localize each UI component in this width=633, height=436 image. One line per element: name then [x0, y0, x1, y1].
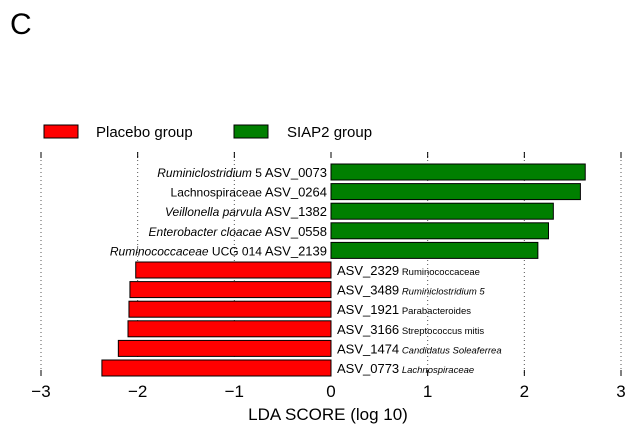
legend-label: Placebo group: [96, 124, 193, 141]
taxon-name: 5: [252, 166, 262, 180]
bar: [101, 359, 332, 377]
x-tick-label: 3: [616, 382, 625, 401]
bar-label: ASV_1921 Parabacteroides: [337, 302, 471, 317]
x-tick-label: −2: [128, 382, 147, 401]
bar-label: ASV_1474 Candidatus Soleaferrea: [337, 341, 502, 356]
asv-id: ASV_1474: [337, 341, 399, 356]
bar-label: ASV_2329 Ruminococcaceae: [337, 263, 480, 278]
asv-id: ASV_2329: [337, 263, 399, 278]
bar: [117, 339, 332, 357]
asv-id: ASV_0073: [262, 165, 327, 180]
bar-label: Ruminococcaceae UCG 014 ASV_2139: [110, 243, 327, 258]
bar-label: Ruminiclostridium 5 ASV_0073: [157, 165, 327, 180]
bar-label: Veillonella parvula ASV_1382: [165, 204, 327, 219]
taxon-name: Enterobacter cloacae: [149, 225, 263, 239]
asv-id: ASV_2139: [262, 243, 327, 258]
bar: [128, 300, 332, 318]
taxon-name: Lachnospiraceae: [402, 365, 474, 376]
bars: [101, 163, 586, 377]
asv-id: ASV_0264: [262, 185, 327, 200]
asv-id: ASV_0558: [262, 224, 327, 239]
legend: Placebo group SIAP2 group: [43, 124, 372, 141]
bar: [127, 320, 332, 338]
x-tick-label: −1: [225, 382, 244, 401]
x-tick-label: 0: [326, 382, 335, 401]
asv-id: ASV_1921: [337, 302, 399, 317]
bar-label: ASV_3166 Streptococcus mitis: [337, 322, 484, 337]
taxon-name: Ruminiclostridium 5: [402, 287, 486, 298]
x-axis-label: LDA SCORE (log 10): [248, 405, 408, 424]
asv-id: ASV_0773: [337, 361, 399, 376]
taxon-name: Lachnospiraceae: [171, 186, 263, 200]
taxon-name: Ruminococcaceae: [402, 267, 480, 278]
bar: [330, 222, 549, 240]
bar: [330, 163, 586, 181]
x-tick-label: −3: [31, 382, 50, 401]
bar-label: Lachnospiraceae ASV_0264: [171, 185, 327, 200]
taxon-name: Parabacteroides: [402, 306, 471, 317]
x-tick-label: 2: [520, 382, 529, 401]
bar: [330, 183, 581, 201]
bar-label: Enterobacter cloacae ASV_0558: [149, 224, 327, 239]
panel-letter: C: [10, 8, 32, 41]
asv-id: ASV_3489: [337, 283, 399, 298]
legend-label: SIAP2 group: [287, 124, 372, 141]
bar-label: ASV_0773 Lachnospiraceae: [337, 361, 474, 376]
taxon-name: Streptococcus mitis: [402, 326, 485, 337]
taxon-name: Ruminococcaceae: [110, 244, 209, 258]
taxon-name: Candidatus Soleaferrea: [402, 345, 502, 356]
legend-swatch: [233, 124, 269, 139]
bar: [135, 261, 332, 279]
taxon-name: UCG 014: [209, 244, 263, 258]
bar-labels: Ruminiclostridium 5 ASV_0073 Lachnospirac…: [110, 165, 502, 376]
taxon-name: Veillonella parvula: [165, 205, 262, 219]
bar: [330, 241, 539, 259]
bar: [330, 202, 554, 220]
x-tick-label: 1: [423, 382, 432, 401]
bar-label: ASV_3489 Ruminiclostridium 5: [337, 283, 485, 298]
asv-id: ASV_1382: [262, 204, 327, 219]
legend-swatch: [43, 124, 79, 139]
bar: [129, 281, 332, 299]
taxon-name: Ruminiclostridium: [157, 166, 252, 180]
asv-id: ASV_3166: [337, 322, 399, 337]
